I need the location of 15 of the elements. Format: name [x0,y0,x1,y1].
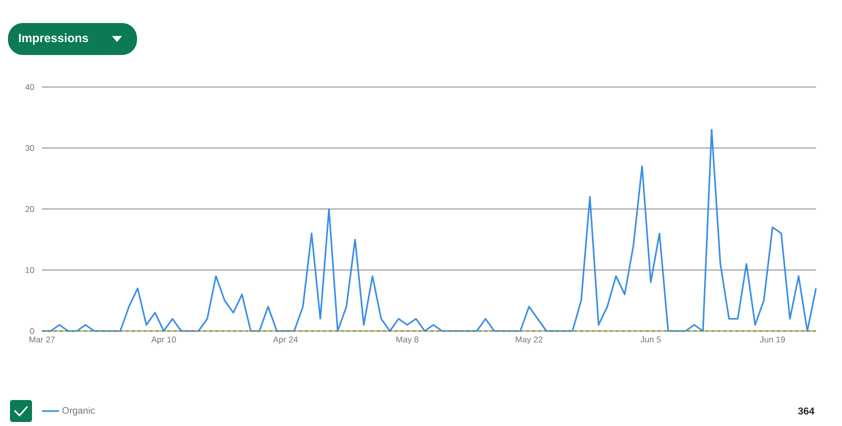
x-tick-label: Mar 27 [30,336,55,343]
x-tick-label: May 22 [516,336,542,344]
y-tick-label: 40 [25,84,34,90]
x-tick-label: May 8 [396,336,418,344]
text: 364 [798,407,814,415]
y-tick-label: 10 [26,267,34,273]
y-tick-label: 30 [25,145,34,151]
chart-title: Impressions [19,33,88,45]
y-tick-label: 20 [25,206,34,212]
x-tick-label: Apr 10 [151,336,176,344]
y-tick-label: 0 [30,328,34,334]
x-tick-label: Apr 24 [273,336,298,344]
legend-label: Organic [62,406,95,416]
x-tick-label: Jun 5 [640,336,661,342]
x-tick-label: Jun 19 [760,336,785,343]
